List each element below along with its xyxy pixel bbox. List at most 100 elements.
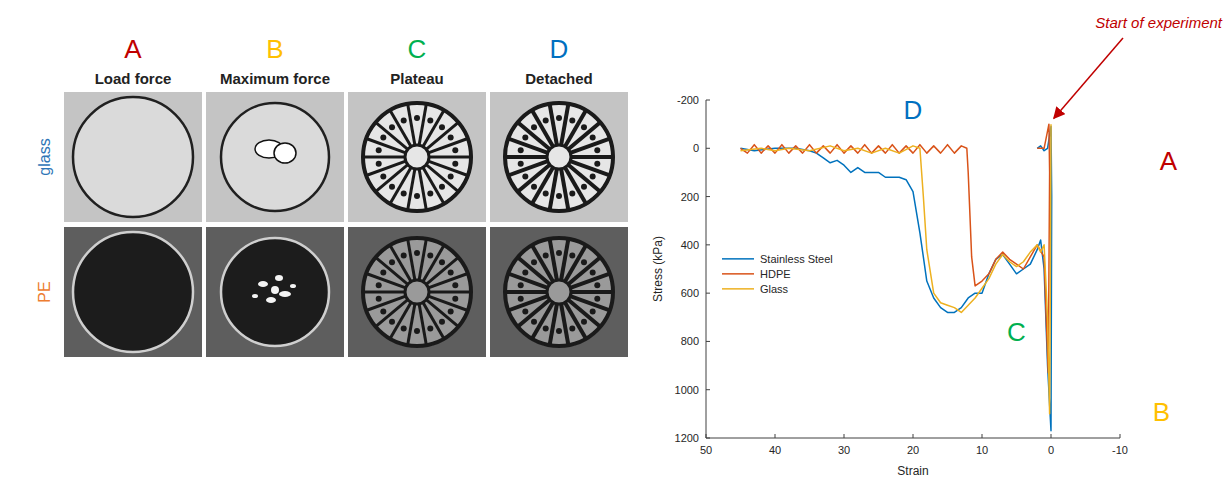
x-tick: [1120, 434, 1121, 438]
finger-pattern: [594, 282, 600, 288]
row-label: glass: [36, 138, 53, 175]
micrograph-bg: [348, 92, 486, 222]
finger-pattern: [452, 282, 458, 288]
finger-pattern: [439, 259, 445, 265]
finger-pattern: [561, 169, 568, 210]
finger-pattern: [518, 147, 524, 153]
x-tick: [982, 434, 983, 438]
micrograph: [490, 227, 628, 357]
finger-pattern: [508, 296, 547, 310]
series-line: [741, 124, 1052, 414]
plot-area: [741, 124, 1052, 431]
column-title: Plateau: [390, 70, 443, 87]
finger-pattern: [419, 104, 426, 145]
finger-pattern: [429, 291, 471, 294]
y-tick-label: 600: [681, 287, 699, 299]
column-letter: D: [550, 34, 569, 64]
finger-pattern: [389, 184, 395, 190]
finger-pattern: [376, 296, 382, 302]
finger-pattern: [428, 139, 467, 153]
finger-pattern: [363, 238, 471, 346]
finger-pattern: [390, 167, 411, 203]
x-tick-label: 40: [769, 444, 781, 456]
finger-pattern: [408, 239, 415, 280]
row-label: PE: [36, 281, 53, 302]
finger-pattern: [448, 135, 454, 141]
finger-pattern: [448, 173, 454, 179]
x-tick: [844, 434, 845, 438]
x-tick-label: 50: [700, 444, 712, 456]
finger-pattern: [419, 239, 426, 280]
finger-pattern: [590, 173, 596, 179]
finger-pattern: [547, 280, 571, 304]
finger-pattern: [401, 252, 407, 258]
finger-pattern: [522, 270, 528, 276]
micrograph: [64, 92, 202, 222]
contact-disc: [73, 232, 193, 352]
finger-pattern: [401, 326, 407, 332]
contact-disc: [505, 103, 613, 211]
finger-pattern: [363, 156, 405, 159]
finger-pattern: [522, 308, 528, 314]
finger-pattern: [380, 270, 386, 276]
finger-pattern: [363, 291, 405, 294]
finger-pattern: [419, 304, 426, 345]
finger-pattern: [389, 259, 395, 265]
finger-pattern: [414, 328, 420, 334]
finger-pattern: [452, 147, 458, 153]
micrograph: [490, 92, 628, 222]
finger-pattern: [522, 135, 528, 141]
y-tick-label: 0: [693, 142, 699, 154]
finger-pattern: [581, 319, 587, 325]
finger-pattern: [505, 103, 613, 211]
start-annotation: Start of experiment: [1095, 14, 1223, 31]
y-tick-label: -200: [677, 94, 699, 106]
legend-swatch: [722, 258, 754, 260]
finger-pattern: [543, 117, 549, 123]
x-axis-title: Strain: [897, 464, 928, 478]
figure: ALoad forceBMaximum forceCPlateauDDetach…: [0, 0, 1230, 489]
y-tick-label: 800: [681, 335, 699, 347]
finger-pattern: [376, 147, 382, 153]
y-tick-label: 1200: [675, 432, 699, 444]
finger-pattern: [556, 115, 562, 121]
finger-pattern: [380, 308, 386, 314]
finger-pattern: [531, 259, 537, 265]
contact-disc: [363, 238, 471, 346]
micrograph: [348, 227, 486, 357]
finger-pattern: [590, 270, 596, 276]
finger-pattern: [408, 104, 415, 145]
x-tick: [706, 434, 707, 438]
finger-pattern: [439, 184, 445, 190]
y-tick: [706, 341, 710, 342]
detached-region: [252, 294, 258, 298]
y-axis-line: [706, 100, 707, 438]
series-line: [741, 124, 1050, 373]
legend-swatch: [722, 288, 754, 290]
finger-pattern: [380, 173, 386, 179]
column-letter: B: [266, 34, 283, 64]
finger-pattern: [401, 117, 407, 123]
finger-pattern: [561, 304, 568, 345]
y-tick: [706, 244, 710, 245]
finger-pattern: [405, 145, 429, 169]
column-title: Maximum force: [220, 70, 330, 87]
detached-region: [274, 143, 296, 163]
finger-pattern: [439, 319, 445, 325]
finger-pattern: [366, 296, 405, 310]
legend-swatch: [722, 273, 754, 275]
finger-pattern: [423, 302, 444, 338]
finger-pattern: [389, 124, 395, 130]
finger-pattern: [448, 308, 454, 314]
finger-pattern: [543, 191, 549, 197]
finger-pattern: [518, 296, 524, 302]
column-letter: C: [408, 34, 427, 64]
x-tick-label: 20: [907, 444, 919, 456]
stage-letter: D: [904, 95, 923, 125]
finger-pattern: [366, 161, 405, 175]
finger-pattern: [408, 169, 415, 210]
micrograph-bg: [490, 227, 628, 357]
finger-pattern: [569, 117, 575, 123]
y-tick: [706, 438, 710, 439]
column-title: Detached: [525, 70, 593, 87]
